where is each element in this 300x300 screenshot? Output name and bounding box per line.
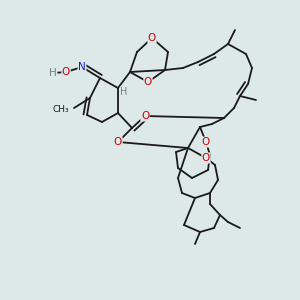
- Text: O: O: [141, 111, 149, 121]
- Text: O: O: [148, 33, 156, 43]
- Text: O: O: [202, 137, 210, 147]
- Text: O: O: [62, 67, 70, 77]
- Text: CH₃: CH₃: [52, 104, 69, 113]
- Text: H: H: [49, 68, 57, 78]
- Text: O: O: [202, 153, 210, 163]
- Text: H: H: [120, 87, 128, 97]
- Text: N: N: [78, 62, 86, 72]
- Text: O: O: [144, 77, 152, 87]
- Text: O: O: [114, 137, 122, 147]
